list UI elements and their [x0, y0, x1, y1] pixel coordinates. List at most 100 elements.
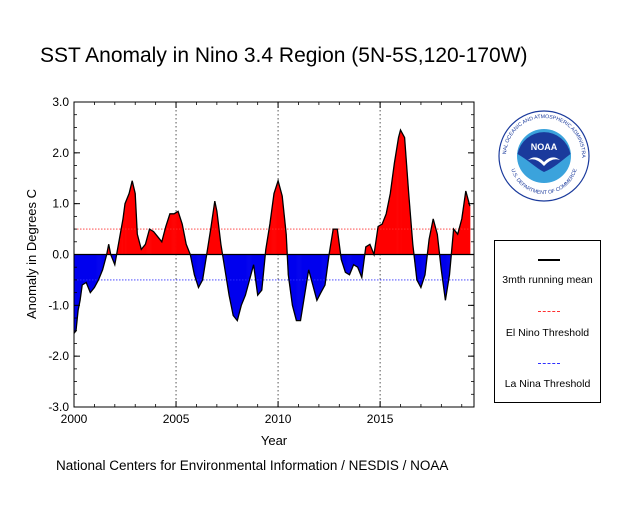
anomaly-bar-negative — [242, 254, 244, 301]
anomaly-bar-positive — [332, 232, 334, 255]
anomaly-bar-negative — [308, 254, 310, 272]
anomaly-bar-negative — [226, 254, 228, 283]
anomaly-bar-positive — [282, 205, 284, 255]
anomaly-bar-negative — [103, 254, 105, 266]
anomaly-bar-negative — [112, 254, 114, 261]
anomaly-bar-negative — [360, 254, 362, 277]
footer-credit: National Centers for Environmental Infor… — [56, 458, 449, 473]
anomaly-bar-positive — [171, 213, 173, 255]
anomaly-bar-negative — [415, 254, 417, 276]
anomaly-bar-positive — [456, 232, 458, 255]
anomaly-bar-negative — [204, 254, 206, 268]
anomaly-bar-negative — [224, 254, 226, 270]
anomaly-bar-negative — [343, 254, 345, 268]
anomaly-bar-negative — [248, 254, 249, 284]
anomaly-bar-positive — [377, 230, 378, 255]
anomaly-bar-positive — [157, 236, 159, 255]
anomaly-bar-positive — [121, 227, 122, 255]
anomaly-bar-positive — [466, 196, 468, 255]
anomaly-bar-negative — [242, 254, 244, 302]
anomaly-bar-negative — [361, 254, 363, 274]
anomaly-bar-negative — [304, 254, 306, 296]
anomaly-bar-positive — [276, 185, 277, 255]
anomaly-bar-negative — [324, 254, 326, 285]
anomaly-bar-positive — [177, 211, 179, 255]
anomaly-bar-negative — [193, 254, 195, 275]
anomaly-bar-negative — [239, 254, 241, 310]
anomaly-bar-positive — [127, 196, 129, 255]
anomaly-bar-negative — [82, 254, 84, 285]
anomaly-bar-negative — [225, 254, 227, 277]
anomaly-bar-positive — [411, 237, 413, 255]
anomaly-bar-negative — [447, 254, 449, 285]
anomaly-bar-positive — [336, 229, 338, 255]
anomaly-bar-negative — [415, 254, 417, 272]
anomaly-bar-positive — [184, 236, 186, 255]
anomaly-bar-negative — [301, 254, 302, 315]
anomaly-bar-positive — [463, 201, 465, 255]
anomaly-bar-positive — [378, 225, 380, 255]
anomaly-bar-positive — [464, 197, 466, 255]
anomaly-bar-negative — [90, 254, 92, 292]
anomaly-bar-negative — [357, 254, 359, 269]
anomaly-bar-positive — [177, 211, 178, 255]
anomaly-bar-negative — [317, 254, 319, 298]
anomaly-bar-positive — [146, 238, 148, 255]
anomaly-bar-negative — [303, 254, 305, 302]
anomaly-bar-positive — [279, 188, 281, 255]
anomaly-bar-negative — [93, 254, 95, 289]
anomaly-bar-negative — [297, 254, 299, 321]
legend-swatch-running-mean — [538, 259, 560, 261]
anomaly-bar-negative — [251, 254, 253, 271]
anomaly-bar-negative — [197, 254, 199, 286]
anomaly-bar-negative — [87, 254, 89, 288]
anomaly-bar-negative — [87, 254, 89, 287]
anomaly-bar-positive — [184, 239, 186, 255]
anomaly-bar-positive — [435, 230, 437, 255]
anomaly-bar-positive — [336, 229, 338, 255]
anomaly-bar-positive — [176, 212, 177, 255]
anomaly-bar-negative — [307, 254, 309, 277]
anomaly-bar-positive — [331, 235, 333, 255]
anomaly-bar-positive — [436, 232, 438, 255]
anomaly-bar-positive — [173, 213, 175, 255]
anomaly-bar-positive — [380, 224, 382, 255]
anomaly-bar-negative — [192, 254, 194, 270]
anomaly-bar-positive — [179, 217, 181, 255]
anomaly-bar-positive — [406, 165, 408, 255]
anomaly-bar-positive — [434, 224, 436, 255]
anomaly-bar-positive — [387, 203, 389, 255]
anomaly-bar-negative — [250, 254, 252, 275]
anomaly-bar-negative — [228, 254, 230, 292]
anomaly-bar-positive — [143, 245, 145, 255]
anomaly-bar-negative — [233, 254, 235, 317]
anomaly-bar-negative — [113, 254, 115, 263]
anomaly-bar-negative — [261, 254, 263, 291]
anomaly-bar-positive — [146, 240, 147, 255]
anomaly-bar-positive — [330, 241, 332, 255]
anomaly-bar-positive — [408, 193, 410, 255]
anomaly-bar-positive — [154, 232, 156, 255]
anomaly-bar-positive — [161, 241, 163, 255]
anomaly-bar-positive — [369, 244, 371, 255]
anomaly-bar-positive — [157, 237, 159, 255]
anomaly-bar-negative — [449, 254, 450, 275]
anomaly-bar-positive — [211, 218, 213, 255]
anomaly-bar-negative — [237, 254, 239, 317]
anomaly-bar-positive — [156, 236, 158, 255]
anomaly-bar-positive — [178, 212, 180, 255]
anomaly-bar-positive — [152, 230, 153, 255]
anomaly-bar-negative — [203, 254, 205, 274]
anomaly-bar-positive — [181, 222, 183, 255]
anomaly-bar-negative — [317, 254, 319, 299]
anomaly-bar-positive — [453, 229, 455, 255]
x-tick-label: 2015 — [367, 412, 394, 426]
anomaly-bar-positive — [280, 192, 282, 255]
anomaly-bar-positive — [272, 204, 273, 255]
anomaly-bar-negative — [81, 254, 83, 285]
anomaly-bar-positive — [377, 226, 379, 255]
anomaly-bar-positive — [370, 245, 371, 255]
anomaly-bar-negative — [201, 254, 203, 281]
y-tick-label: 3.0 — [52, 95, 69, 109]
